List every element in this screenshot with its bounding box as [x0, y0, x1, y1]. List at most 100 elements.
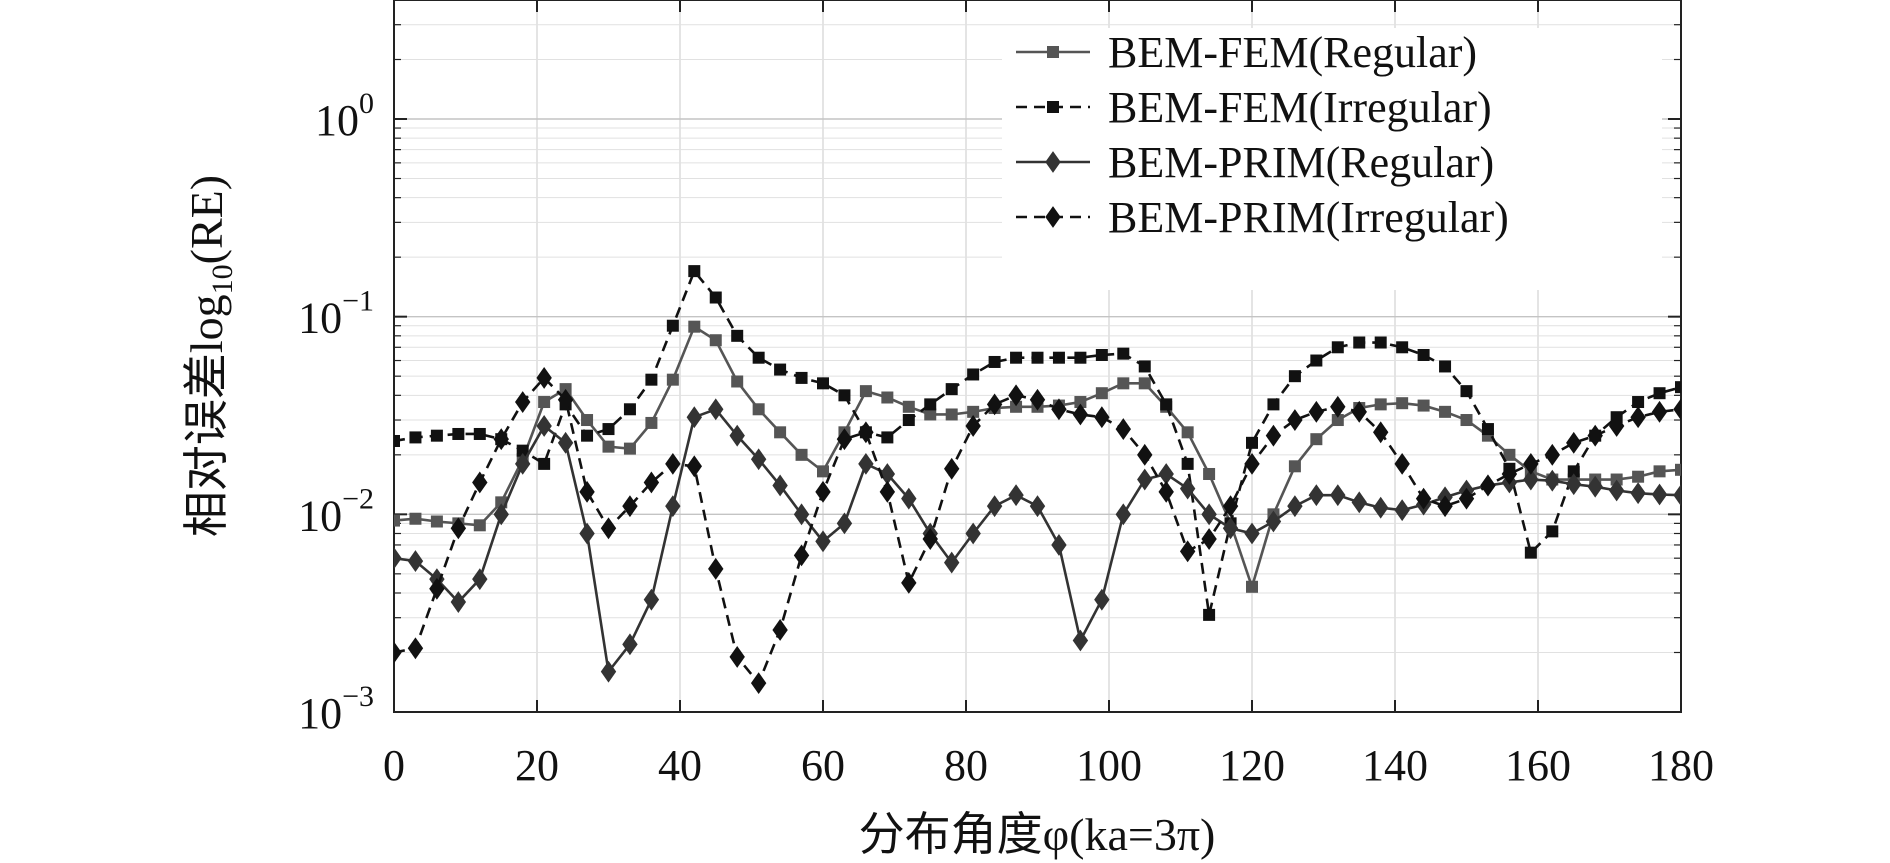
data-point	[1029, 495, 1046, 518]
data-point	[1675, 381, 1681, 394]
data-point	[1501, 463, 1518, 485]
data-point	[965, 415, 981, 437]
data-point	[1331, 414, 1344, 427]
data-point	[1222, 495, 1239, 518]
data-point	[1481, 423, 1494, 436]
data-point	[473, 519, 486, 532]
data-point	[1288, 460, 1301, 473]
data-point	[407, 637, 424, 660]
data-point	[1566, 431, 1582, 454]
legend-item: BEM-PRIM(Irregular)	[1016, 193, 1509, 242]
legend-item: BEM-PRIM(Regular)	[1016, 138, 1494, 187]
legend-label: BEM-FEM(Irregular)	[1108, 83, 1492, 132]
plot-frame	[393, 0, 1682, 713]
data-point	[622, 633, 638, 656]
data-point	[515, 391, 531, 413]
data-point	[1246, 436, 1258, 449]
y-tick-label: 100	[315, 87, 374, 145]
data-point	[772, 619, 788, 641]
data-point	[945, 383, 958, 396]
data-point	[536, 415, 552, 437]
data-point	[686, 406, 702, 429]
legend-item: BEM-FEM(Regular)	[1016, 28, 1477, 77]
data-point	[1608, 415, 1625, 437]
data-point	[1374, 398, 1387, 411]
data-point	[772, 474, 788, 497]
data-point	[752, 403, 765, 416]
data-point	[1288, 370, 1301, 383]
data-point	[944, 457, 960, 480]
x-tick-label: 80	[944, 741, 988, 790]
data-point	[793, 544, 810, 567]
data-point	[902, 414, 915, 427]
data-point	[1673, 484, 1681, 507]
data-point	[1265, 510, 1282, 533]
data-point	[1374, 336, 1387, 349]
data-point	[731, 329, 744, 342]
data-point	[881, 391, 894, 404]
legend-marker	[1045, 151, 1061, 173]
data-point	[924, 408, 937, 421]
data-point	[729, 645, 745, 668]
legend: BEM-FEM(Regular) BEM-FEM(Irregular) BEM-PR…	[1002, 28, 1662, 290]
data-point	[1181, 426, 1194, 439]
data-point	[1439, 360, 1452, 373]
data-point	[557, 388, 574, 411]
legend-label: BEM-PRIM(Regular)	[1108, 138, 1494, 187]
data-point	[1458, 487, 1475, 510]
data-point	[1396, 341, 1409, 354]
data-point	[1074, 351, 1087, 364]
y-tick-label: 10−1	[298, 285, 374, 343]
data-point	[965, 522, 981, 545]
y-tick-label: 10−2	[298, 482, 374, 540]
data-point	[1031, 351, 1044, 364]
data-point	[579, 522, 595, 545]
data-point	[1115, 418, 1131, 440]
data-point	[1051, 534, 1067, 556]
y-axis-title: 相对误差log10(RE)	[181, 175, 239, 537]
x-tick-label: 60	[801, 741, 845, 790]
x-tick-label: 40	[658, 741, 702, 790]
data-point	[1051, 398, 1067, 421]
data-point	[879, 480, 896, 503]
data-point	[538, 457, 551, 470]
data-point	[645, 373, 658, 386]
data-point	[836, 428, 853, 451]
data-point	[1544, 469, 1560, 492]
data-point	[1396, 397, 1409, 410]
data-point	[536, 366, 552, 389]
data-point	[1244, 522, 1260, 545]
data-point	[1394, 499, 1410, 522]
data-point	[1179, 477, 1196, 500]
data-point	[859, 385, 872, 398]
data-point	[1630, 406, 1646, 429]
data-point	[750, 448, 767, 471]
x-tick-label: 100	[1076, 741, 1142, 790]
data-point	[1567, 465, 1580, 478]
data-point	[1587, 424, 1603, 447]
data-point	[901, 571, 917, 594]
data-point	[452, 427, 465, 440]
data-point	[902, 400, 915, 413]
data-point	[450, 591, 467, 613]
data-point	[688, 320, 701, 333]
data-point	[430, 515, 443, 528]
x-tick-label: 0	[383, 741, 405, 790]
data-point	[602, 440, 615, 453]
data-point	[1417, 399, 1430, 412]
data-point	[731, 375, 744, 388]
data-point	[1632, 396, 1645, 409]
data-point	[1287, 409, 1303, 431]
data-point	[967, 368, 980, 381]
data-point	[1675, 463, 1681, 476]
data-point	[581, 429, 594, 442]
data-point	[1651, 400, 1668, 423]
legend-label: BEM-FEM(Regular)	[1108, 28, 1477, 77]
data-point	[1330, 484, 1346, 507]
data-point	[1439, 405, 1452, 418]
data-point	[602, 423, 615, 436]
data-point	[1244, 452, 1260, 475]
data-point	[1158, 463, 1174, 485]
data-point	[645, 416, 658, 429]
data-point	[1072, 403, 1089, 426]
